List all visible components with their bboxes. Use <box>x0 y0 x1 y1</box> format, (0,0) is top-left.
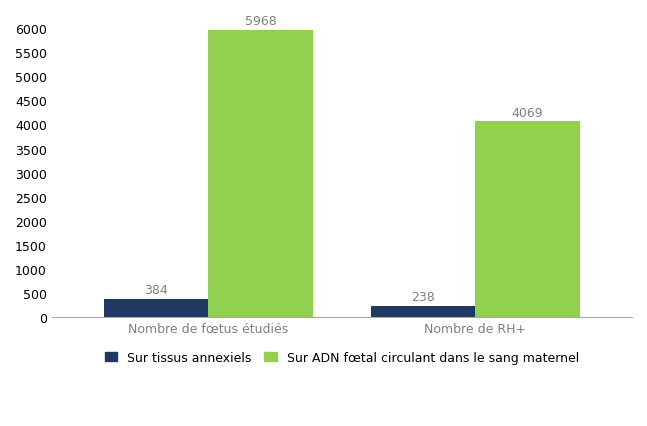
Text: 4069: 4069 <box>512 106 543 119</box>
Text: 238: 238 <box>411 291 435 304</box>
Bar <box>104 299 208 318</box>
Text: 384: 384 <box>144 284 168 296</box>
Legend: Sur tissus annexiels, Sur ADN fœtal circulant dans le sang maternel: Sur tissus annexiels, Sur ADN fœtal circ… <box>100 346 584 369</box>
Bar <box>371 306 476 318</box>
Text: 5968: 5968 <box>245 15 276 28</box>
Bar <box>208 30 313 318</box>
Bar <box>476 122 580 318</box>
